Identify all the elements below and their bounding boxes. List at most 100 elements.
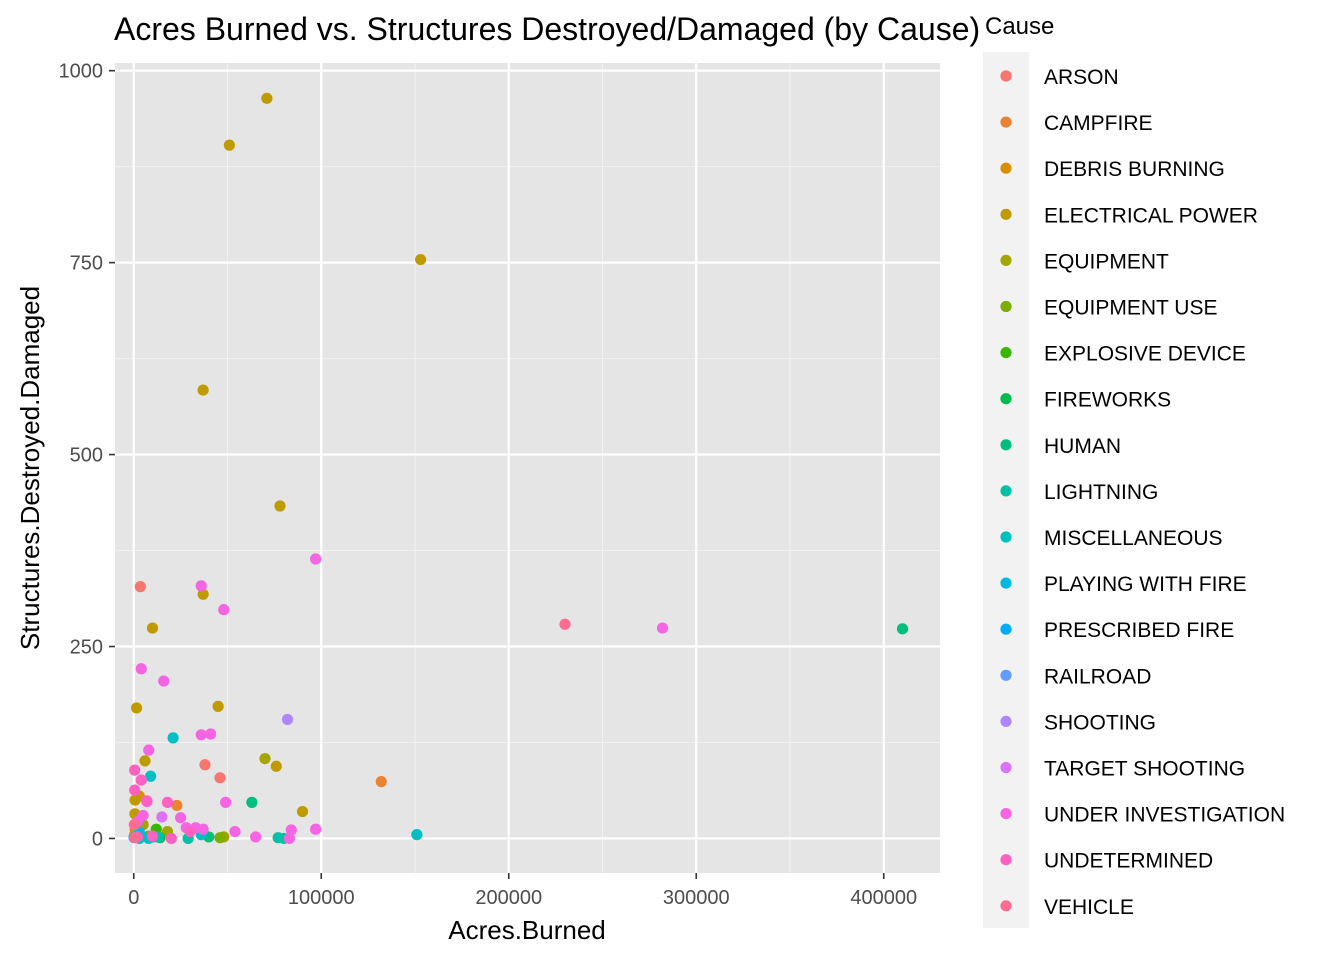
- legend-label-fireworks: FIREWORKS: [1044, 389, 1171, 412]
- point-vehicle: [559, 618, 571, 630]
- legend-label-electrical-power: ELECTRICAL POWER: [1044, 204, 1258, 227]
- point-under-investigation: [250, 831, 262, 843]
- legend-label-prescribed-fire: PRESCRIBED FIRE: [1044, 619, 1234, 642]
- point-under-investigation: [285, 824, 297, 836]
- legend-label-railroad: RAILROAD: [1044, 665, 1151, 688]
- point-undetermined: [129, 784, 141, 796]
- legend-label-shooting: SHOOTING: [1044, 711, 1156, 734]
- point-equipment: [259, 753, 271, 765]
- y-tick-label: 250: [70, 637, 103, 659]
- point-human: [246, 796, 258, 808]
- legend-label-explosive-device: EXPLOSIVE DEVICE: [1044, 343, 1246, 366]
- point-electrical-power: [212, 700, 224, 712]
- point-miscellaneous: [145, 770, 157, 782]
- legend-key-lightning: [1000, 485, 1012, 497]
- legend-key-shooting: [1000, 715, 1012, 728]
- legend-key-campfire: [1000, 116, 1012, 128]
- legend: Cause ARSON CAMPFIRE DEBRIS BURNING ELECTRI…: [983, 13, 1285, 928]
- x-tick-label: 200000: [475, 887, 542, 909]
- legend-key-equipment: [1000, 254, 1012, 266]
- legend-label-miscellaneous: MISCELLANEOUS: [1044, 527, 1223, 550]
- point-under-investigation: [283, 832, 295, 845]
- point-electrical-power: [197, 588, 209, 600]
- plot-panel: [115, 63, 940, 873]
- point-human: [896, 623, 909, 635]
- legend-key-explosive-device: [1000, 347, 1012, 359]
- point-arson: [214, 772, 226, 784]
- point-under-investigation: [195, 729, 207, 741]
- point-arson: [199, 759, 211, 771]
- point-under-investigation: [229, 825, 241, 838]
- point-under-investigation: [175, 812, 187, 824]
- point-vehicle: [128, 819, 140, 831]
- point-under-investigation: [310, 553, 322, 565]
- legend-label-target-shooting: TARGET SHOOTING: [1044, 758, 1245, 781]
- legend-key-prescribed-fire: [1000, 623, 1012, 635]
- minor-gridlines: [115, 63, 940, 873]
- legend-key-equipment-use: [1000, 300, 1012, 313]
- point-electrical-power: [197, 384, 209, 396]
- legend-label-lightning: LIGHTNING: [1044, 481, 1158, 504]
- legend-key-railroad: [1000, 669, 1012, 681]
- legend-label-debris-burning: DEBRIS BURNING: [1044, 158, 1225, 181]
- point-campfire: [375, 776, 387, 788]
- point-under-investigation: [158, 675, 170, 687]
- point-under-investigation: [135, 663, 147, 675]
- point-undetermined: [184, 825, 196, 838]
- point-electrical-power: [129, 794, 141, 806]
- legend-label-under-investigation: UNDER INVESTIGATION: [1044, 804, 1285, 827]
- legend-label-vehicle: VEHICLE: [1044, 896, 1134, 919]
- point-undetermined: [141, 795, 153, 807]
- legend-key-fireworks: [1000, 393, 1012, 405]
- x-tick-label: 400000: [850, 887, 917, 909]
- legend-key-debris-burning: [1000, 162, 1012, 174]
- point-under-investigation: [310, 823, 322, 835]
- point-under-investigation: [220, 796, 232, 808]
- major-gridlines: [115, 63, 940, 873]
- point-electrical-power: [415, 253, 427, 266]
- point-target-shooting: [156, 811, 168, 823]
- point-arson: [134, 581, 146, 593]
- legend-label-undetermined: UNDETERMINED: [1044, 850, 1213, 873]
- point-electrical-power: [223, 139, 235, 151]
- legend-key-arson: [1000, 70, 1012, 82]
- point-undetermined: [165, 832, 177, 845]
- legend-label-campfire: CAMPFIRE: [1044, 112, 1153, 135]
- y-tick-label: 750: [70, 253, 103, 275]
- legend-key-vehicle: [1000, 900, 1012, 912]
- legend-label-equipment: EQUIPMENT: [1044, 250, 1169, 273]
- point-shooting: [281, 713, 294, 726]
- point-miscellaneous: [167, 732, 179, 744]
- data-points: [128, 92, 909, 845]
- y-axis-ticks: 0 250 500 750 1000: [59, 61, 115, 850]
- point-undetermined: [161, 796, 174, 808]
- chart-title: Acres Burned vs. Structures Destroyed/Da…: [114, 11, 980, 47]
- x-axis-title: Acres.Burned: [448, 915, 606, 945]
- legend-key-under-investigation: [1000, 808, 1012, 820]
- legend-title: Cause: [985, 13, 1054, 40]
- y-tick-label: 500: [70, 445, 103, 467]
- point-electrical-power: [261, 92, 273, 104]
- point-miscellaneous: [411, 829, 423, 841]
- legend-key-miscellaneous: [1000, 531, 1012, 543]
- point-under-investigation: [143, 744, 155, 756]
- point-undetermined: [129, 764, 141, 776]
- point-under-investigation: [197, 823, 209, 835]
- point-electrical-power: [139, 755, 151, 767]
- point-vehicle: [129, 832, 141, 844]
- legend-key-human: [1000, 439, 1012, 451]
- point-electrical-power: [296, 805, 309, 818]
- point-under-investigation: [195, 580, 207, 592]
- y-tick-label: 1000: [59, 61, 104, 83]
- legend-label-equipment-use: EQUIPMENT USE: [1044, 297, 1217, 320]
- x-tick-label: 0: [128, 887, 139, 909]
- point-under-investigation: [218, 604, 230, 616]
- x-axis-ticks: 0 100000 200000 300000 400000: [128, 873, 917, 909]
- legend-key-undetermined: [1000, 854, 1012, 866]
- x-tick-label: 100000: [288, 887, 355, 909]
- point-equipment-use: [214, 832, 226, 844]
- legend-label-arson: ARSON: [1044, 66, 1119, 89]
- point-undetermined: [135, 774, 147, 786]
- point-electrical-power: [274, 500, 286, 512]
